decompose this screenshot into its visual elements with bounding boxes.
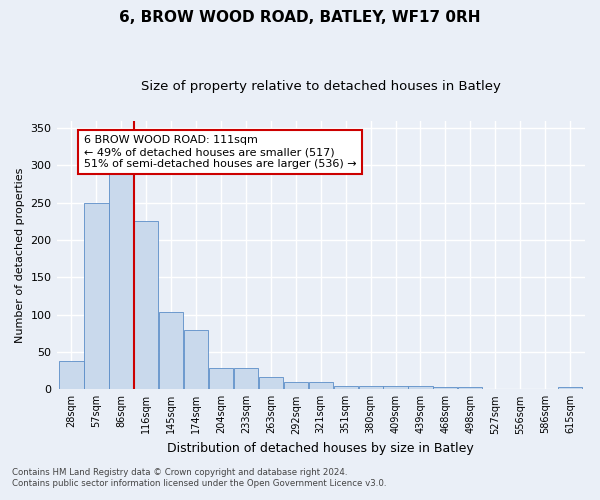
Bar <box>334 386 358 390</box>
Bar <box>558 387 582 390</box>
Bar <box>433 387 457 390</box>
Bar <box>383 386 407 390</box>
Bar <box>159 312 183 390</box>
Bar <box>184 330 208 390</box>
Bar <box>259 378 283 390</box>
Bar <box>59 361 83 390</box>
Y-axis label: Number of detached properties: Number of detached properties <box>15 167 25 342</box>
Bar <box>234 368 258 390</box>
Bar <box>134 222 158 390</box>
Bar <box>209 368 233 390</box>
X-axis label: Distribution of detached houses by size in Batley: Distribution of detached houses by size … <box>167 442 474 455</box>
Bar <box>409 386 433 390</box>
Bar <box>308 382 333 390</box>
Bar <box>109 172 133 390</box>
Bar <box>458 387 482 390</box>
Bar <box>359 386 383 390</box>
Bar <box>85 202 109 390</box>
Title: Size of property relative to detached houses in Batley: Size of property relative to detached ho… <box>141 80 501 93</box>
Text: 6, BROW WOOD ROAD, BATLEY, WF17 0RH: 6, BROW WOOD ROAD, BATLEY, WF17 0RH <box>119 10 481 25</box>
Bar <box>284 382 308 390</box>
Text: 6 BROW WOOD ROAD: 111sqm
← 49% of detached houses are smaller (517)
51% of semi-: 6 BROW WOOD ROAD: 111sqm ← 49% of detach… <box>84 136 356 168</box>
Text: Contains HM Land Registry data © Crown copyright and database right 2024.
Contai: Contains HM Land Registry data © Crown c… <box>12 468 386 487</box>
